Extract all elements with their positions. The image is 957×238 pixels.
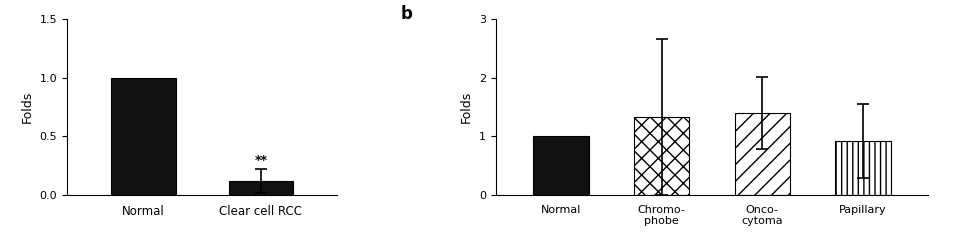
Y-axis label: Folds: Folds [21,91,34,123]
Bar [735,113,790,195]
Bar [229,181,294,195]
Bar [835,141,891,195]
Bar [634,117,689,195]
Text: b: b [400,5,412,23]
Y-axis label: Folds: Folds [460,91,473,123]
Bar [111,78,176,195]
Text: **: ** [255,154,268,167]
Bar [533,136,589,195]
